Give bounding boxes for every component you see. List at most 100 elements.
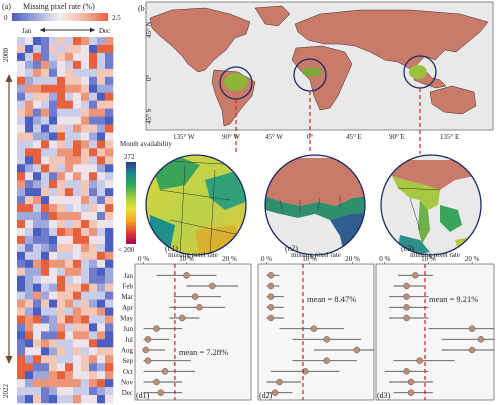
heatmap-cell — [49, 347, 57, 355]
heatmap-cell — [33, 61, 41, 69]
heatmap-cell — [105, 117, 113, 125]
heatmap-cell — [25, 292, 33, 300]
heatmap-cell — [97, 212, 105, 220]
heatmap-cell — [25, 53, 33, 61]
heatmap-cell — [17, 323, 25, 331]
x-tick-label: 10 % — [179, 255, 194, 263]
heatmap-cell — [73, 156, 81, 164]
heatmap-cell — [25, 355, 33, 363]
heatmap-cell — [105, 331, 113, 339]
heatmap-cell — [25, 140, 33, 148]
heatmap-cell — [25, 85, 33, 93]
heatmap-cell — [41, 148, 49, 156]
heatmap-cell — [81, 77, 89, 85]
heatmap-cell — [33, 140, 41, 148]
heatmap-cell — [81, 53, 89, 61]
data-point — [162, 368, 168, 374]
data-point — [268, 304, 274, 310]
heatmap-cell — [25, 196, 33, 204]
heatmap-cell — [105, 125, 113, 133]
data-point — [179, 315, 185, 321]
heatmap-cell — [73, 395, 81, 403]
heatmap-cell — [57, 85, 65, 93]
heatmap-cell — [97, 276, 105, 284]
heatmap-cell — [17, 85, 25, 93]
heatmap-cell — [49, 300, 57, 308]
heatmap-cell — [33, 276, 41, 284]
heatmap-cell — [81, 308, 89, 316]
heatmap-cell — [25, 260, 33, 268]
heatmap-cell — [65, 140, 73, 148]
heatmap-cell — [105, 379, 113, 387]
heatmap-cell — [97, 300, 105, 308]
heatmap-cell — [89, 45, 97, 53]
heatmap-cell — [41, 69, 49, 77]
heatmap-cell — [81, 204, 89, 212]
heatmap-cell — [73, 236, 81, 244]
heatmap-cell — [57, 284, 65, 292]
heatmap-cell — [105, 37, 113, 45]
heatmap-cell — [49, 268, 57, 276]
heatmap-cell — [33, 212, 41, 220]
x-tick-label: 0 % — [261, 255, 272, 263]
heatmap-cell — [81, 276, 89, 284]
heatmap-cell — [41, 93, 49, 101]
month-label: Jan — [124, 272, 134, 280]
heatmap-cell — [25, 132, 33, 140]
heatmap-cell — [33, 132, 41, 140]
heatmap-cell — [65, 228, 73, 236]
heatmap-cell — [81, 300, 89, 308]
heatmap-cell — [49, 331, 57, 339]
heatmap-cell — [41, 140, 49, 148]
heatmap-cell — [49, 339, 57, 347]
heatmap-cell — [81, 117, 89, 125]
heatmap-cell — [81, 180, 89, 188]
heatmap-cell — [25, 93, 33, 101]
month-label: Apr — [122, 304, 134, 312]
month-label: Mar — [121, 293, 133, 301]
heatmap-cell — [49, 260, 57, 268]
heatmap-cell — [89, 371, 97, 379]
heatmap-cell — [81, 156, 89, 164]
heatmap-cell — [105, 132, 113, 140]
heatmap-cell — [33, 339, 41, 347]
heatmap-cell — [97, 228, 105, 236]
heatmap-cell — [49, 61, 57, 69]
heatmap-cell — [97, 252, 105, 260]
lat-label-45s: 45° S — [145, 108, 153, 124]
heatmap-cell — [33, 101, 41, 109]
heatmap-cell — [81, 148, 89, 156]
heatmap-cell — [81, 347, 89, 355]
heatmap-cell — [17, 125, 25, 133]
heatmap-cell — [89, 379, 97, 387]
heatmap-cell — [17, 268, 25, 276]
heatmap-cell — [89, 260, 97, 268]
heatmap-cell — [17, 204, 25, 212]
heatmap-cell — [33, 284, 41, 292]
heatmap-cell — [105, 148, 113, 156]
heatmap-cell — [89, 85, 97, 93]
heatmap-cell — [97, 180, 105, 188]
heatmap-cell — [41, 180, 49, 188]
heatmap-cell — [33, 188, 41, 196]
panel-c1-map — [140, 150, 255, 265]
heatmap-cell — [97, 156, 105, 164]
heatmap-cell — [25, 117, 33, 125]
heatmap-cell — [73, 101, 81, 109]
heatmap-cell — [73, 252, 81, 260]
heatmap-cell — [65, 212, 73, 220]
heatmap-cell — [73, 125, 81, 133]
x-tick-label: 0 % — [138, 255, 149, 263]
heatmap-cell — [57, 156, 65, 164]
heatmap-cell — [65, 164, 73, 172]
heatmap-cell — [89, 244, 97, 252]
heatmap-cell — [73, 300, 81, 308]
heatmap-cell — [97, 45, 105, 53]
heatmap-cell — [17, 77, 25, 85]
heatmap-cell — [97, 379, 105, 387]
heatmap-cell — [57, 77, 65, 85]
heatmap-cell — [65, 45, 73, 53]
heatmap-cell — [89, 355, 97, 363]
heatmap-cell — [49, 188, 57, 196]
data-point — [408, 379, 414, 385]
